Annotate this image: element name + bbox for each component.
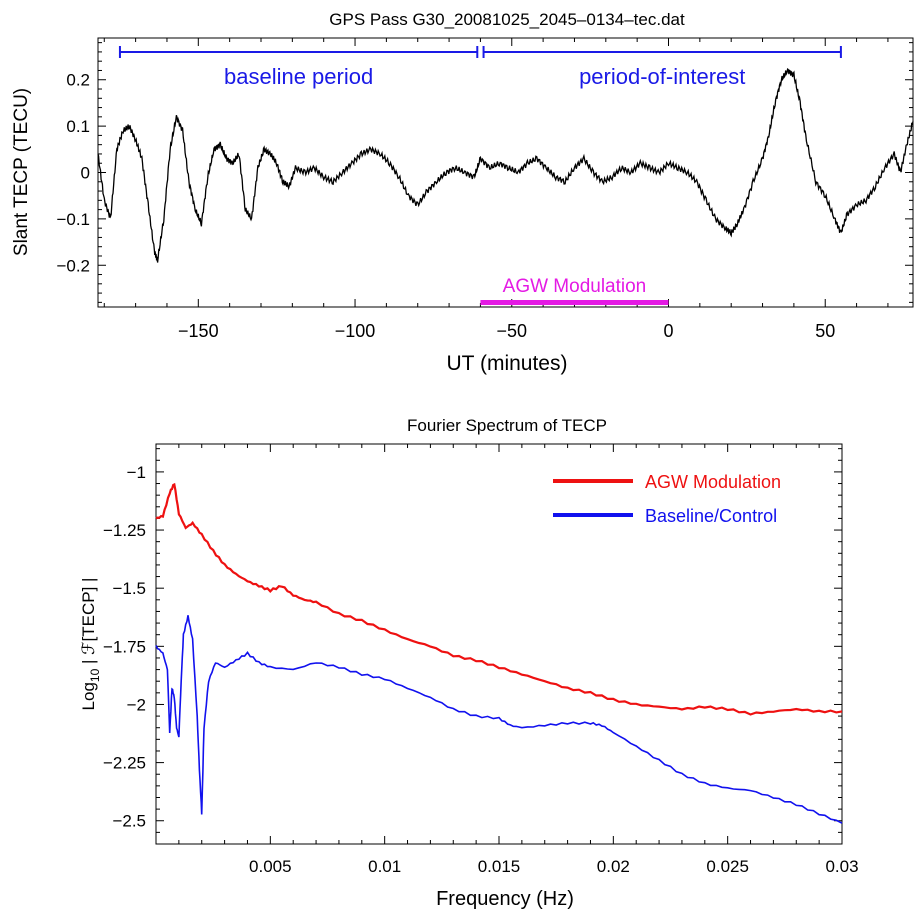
chart2-xtick-label: 0.025: [706, 857, 749, 876]
chart2-ylabel-main: Log: [79, 682, 98, 710]
chart2-series-line-baseline-control: [155, 615, 843, 824]
legend-label-agw-modulation: AGW Modulation: [645, 472, 781, 492]
chart2-title: Fourier Spectrum of TECP: [407, 416, 607, 435]
chart1-xtick-label: −50: [496, 321, 527, 341]
period-of-interest-label: period-of-interest: [579, 64, 745, 89]
agw-modulation-label: AGW Modulation: [503, 276, 647, 297]
chart1-ticks: −150 −100 −50 0 50 −0.2 −0.1 0 0.1 0.2: [56, 38, 913, 341]
chart2-ytick-label: −1.25: [103, 521, 146, 540]
chart1-xtick-label: 50: [815, 321, 835, 341]
chart2-xtick-label: 0.005: [249, 857, 292, 876]
chart1-ytick-label: −0.1: [56, 210, 90, 229]
chart-tecp-time-series: GPS Pass G30_20081025_2045–0134–tec.dat …: [11, 10, 914, 375]
chart1-xtick-label: −150: [178, 321, 219, 341]
chart2-ytick-label: −1.75: [103, 637, 146, 656]
chart-fourier-spectrum: Fourier Spectrum of TECP 0.005 0.01 0.015 0…: [79, 416, 859, 910]
chart2-ytick-label: −1: [127, 463, 146, 482]
chart1-frame: [97, 37, 914, 308]
legend-label-baseline-control: Baseline/Control: [645, 506, 777, 526]
chart1-ytick-label: 0.1: [66, 117, 90, 136]
chart1-xtick-label: 0: [663, 321, 673, 341]
chart1-series-line-tecp: [97, 68, 914, 263]
chart1-annotations: baseline period period-of-interest AGW Mod…: [118, 46, 842, 305]
chart2-ylabel: Log10 | ℱ[TECP] |: [79, 578, 102, 711]
chart2-xtick-label: 0.02: [597, 857, 630, 876]
chart2-ytick-label: −2.25: [103, 754, 146, 773]
chart2-frame: [155, 443, 843, 845]
chart2-xlabel: Frequency (Hz): [436, 888, 574, 910]
chart2-xtick-label: 0.03: [825, 857, 858, 876]
chart1-ylabel: Slant TECP (TECU): [11, 88, 32, 256]
chart1-xlabel: UT (minutes): [447, 352, 568, 375]
chart2-series-line-agw-modulation: [155, 482, 843, 716]
chart2-ytick-label: −2.5: [112, 812, 146, 831]
chart1-title: GPS Pass G30_20081025_2045–0134–tec.dat: [329, 10, 685, 29]
agw-modulation-bar: [480, 300, 669, 305]
chart2-ytick-label: −1.5: [112, 579, 146, 598]
baseline-period-label: baseline period: [224, 64, 373, 89]
chart2-ylabel-sub: 10: [88, 668, 102, 682]
chart1-ytick-label: 0.2: [66, 71, 90, 90]
chart1-ytick-label: −0.2: [56, 256, 90, 275]
chart2-ticks: 0.005 0.01 0.015 0.02 0.025 0.03 −1 −1.25 −1.5 −1…: [103, 444, 859, 876]
chart2-xtick-label: 0.015: [478, 857, 521, 876]
chart1-ytick-label: 0: [81, 164, 90, 183]
chart2-ylabel-rest: | ℱ[TECP] |: [79, 578, 98, 669]
chart2-legend: AGW Modulation Baseline/Control: [553, 472, 781, 526]
chart2-xtick-label: 0.01: [368, 857, 401, 876]
chart1-xtick-label: −100: [335, 321, 376, 341]
chart2-ytick-label: −2: [127, 695, 146, 714]
